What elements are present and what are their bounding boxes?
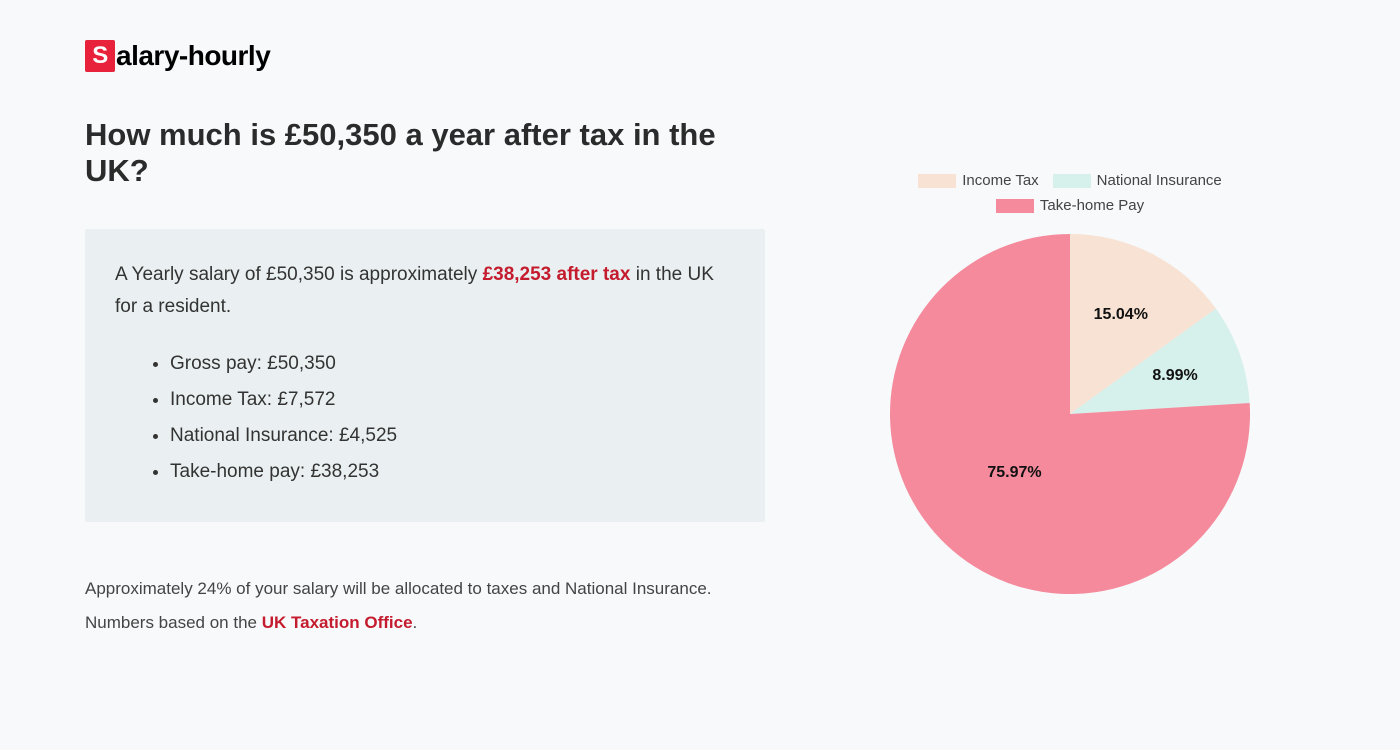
chart-legend: Income Tax National Insurance Take-home Pa… bbox=[880, 172, 1260, 214]
list-item: Take-home pay: £38,253 bbox=[170, 454, 735, 490]
right-column: Income Tax National Insurance Take-home Pa… bbox=[825, 117, 1315, 640]
legend-swatch bbox=[996, 199, 1034, 213]
legend-label: Take-home Pay bbox=[1040, 197, 1144, 214]
page-title: How much is £50,350 a year after tax in … bbox=[85, 117, 765, 189]
taxation-office-link[interactable]: UK Taxation Office bbox=[262, 613, 413, 632]
logo-text: alary-hourly bbox=[116, 40, 270, 72]
pie-chart: 15.04% 8.99% 75.97% bbox=[890, 234, 1250, 594]
list-item: Income Tax: £7,572 bbox=[170, 382, 735, 418]
main-content: How much is £50,350 a year after tax in … bbox=[85, 117, 1315, 640]
footnote-line2-post: . bbox=[413, 613, 418, 632]
legend-item: Income Tax bbox=[918, 172, 1038, 189]
pie-slice-label: 8.99% bbox=[1152, 367, 1197, 385]
summary-box: A Yearly salary of £50,350 is approximat… bbox=[85, 229, 765, 522]
site-logo: Salary-hourly bbox=[85, 40, 1315, 72]
footnote-line1: Approximately 24% of your salary will be… bbox=[85, 579, 712, 598]
footnote: Approximately 24% of your salary will be… bbox=[85, 572, 765, 640]
summary-list: Gross pay: £50,350 Income Tax: £7,572 Na… bbox=[115, 346, 735, 490]
legend-swatch bbox=[1053, 174, 1091, 188]
legend-label: Income Tax bbox=[962, 172, 1038, 189]
pie-slice-label: 15.04% bbox=[1094, 306, 1148, 324]
intro-highlight: £38,253 after tax bbox=[483, 264, 631, 285]
legend-item: Take-home Pay bbox=[996, 197, 1144, 214]
legend-label: National Insurance bbox=[1097, 172, 1222, 189]
logo-badge: S bbox=[85, 40, 115, 72]
footnote-line2-pre: Numbers based on the bbox=[85, 613, 262, 632]
left-column: How much is £50,350 a year after tax in … bbox=[85, 117, 765, 640]
intro-pre: A Yearly salary of £50,350 is approximat… bbox=[115, 264, 483, 285]
legend-swatch bbox=[918, 174, 956, 188]
list-item: Gross pay: £50,350 bbox=[170, 346, 735, 382]
pie-slice-label: 75.97% bbox=[987, 464, 1041, 482]
legend-item: National Insurance bbox=[1053, 172, 1222, 189]
list-item: National Insurance: £4,525 bbox=[170, 418, 735, 454]
summary-intro: A Yearly salary of £50,350 is approximat… bbox=[115, 259, 735, 324]
